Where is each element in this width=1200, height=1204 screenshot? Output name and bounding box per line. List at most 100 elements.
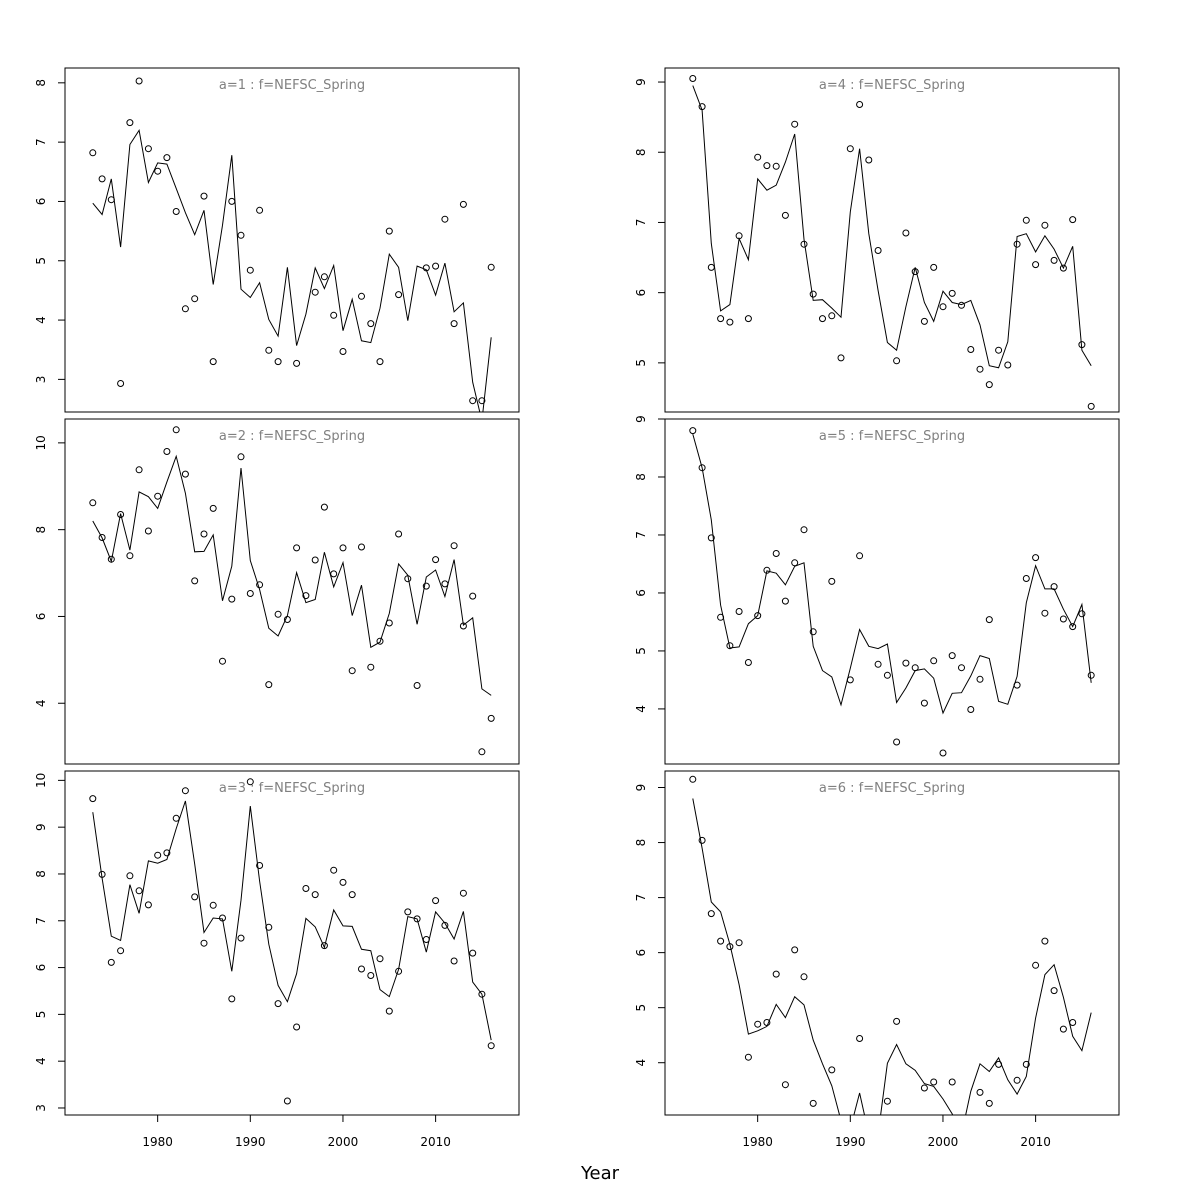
observed-point [450,542,458,550]
observed-point [330,311,338,319]
observed-point [246,778,254,786]
observed-point [478,990,486,998]
observed-point [698,103,706,111]
observed-point [763,566,771,574]
observed-point [117,511,125,518]
panel-6: 4 5 6 7 8 9 1980 1990 2000 2010 a=6 : f=NEFSC_Spri… [634,770,1120,1149]
observed-point [995,346,1003,354]
observed-point [1050,987,1058,995]
observed-point [985,1099,993,1107]
observed-point [911,664,919,672]
observed-point [330,570,338,578]
observed-point [1078,341,1086,349]
observed-point [320,273,328,281]
observed-point [874,247,882,254]
observed-point [689,75,697,82]
observed-point [209,358,217,366]
observed-point [376,955,384,963]
x-tick-label: 2010 [1020,1135,1051,1149]
observed-point [274,610,282,618]
observed-point [246,266,254,274]
observed-point [893,357,901,365]
observed-point [163,448,171,455]
observed-point [395,530,403,538]
observed-point [698,464,706,472]
observed-point [781,211,789,219]
observed-point [219,657,226,665]
fitted-line [692,798,1092,1115]
observed-point [441,921,449,929]
observed-point [930,657,938,665]
observed-point [754,612,762,620]
observed-point [1087,402,1095,410]
observed-point [265,346,273,354]
y-tick-label: 7 [634,894,648,902]
observed-point [107,958,115,966]
y-tick-label: 3 [34,1104,48,1112]
observed-point [293,1023,301,1031]
observed-point [902,659,910,667]
observed-point [422,264,430,272]
observed-point [874,660,882,668]
observed-point [1069,1019,1077,1026]
x-tick-label: 1990 [235,1135,266,1149]
observed-point [893,1017,901,1025]
observed-point [828,312,836,320]
observed-point [404,908,412,916]
observed-point [181,305,189,313]
observed-point [781,1081,789,1089]
observed-point [358,965,365,973]
observed-point [726,318,734,326]
observed-point [487,1042,495,1050]
observed-point [283,1097,291,1105]
observed-point [126,872,134,880]
observed-point [967,346,975,353]
observed-point [837,354,845,362]
observed-point [800,526,808,534]
observed-point [459,622,467,630]
y-tick-label: 8 [34,526,48,534]
observed-point [172,426,180,434]
observed-point [791,946,799,954]
observed-point [772,162,780,170]
observed-point [772,550,780,557]
y-tick-label: 5 [634,1004,648,1012]
y-tick-label: 8 [634,473,648,481]
observed-point [1069,216,1077,224]
observed-point [302,592,310,600]
panel-title: a=1 : f=NEFSC_Spring [219,78,365,93]
observed-point [311,288,319,296]
observed-point [469,397,477,405]
observed-point [256,862,264,869]
observed-point [209,901,217,909]
observed-point [135,466,143,474]
observed-point [422,582,430,590]
y-tick-label: 4 [34,699,48,707]
x-tick-label: 1990 [835,1135,866,1149]
observed-point [339,348,347,355]
observed-point [154,492,162,500]
panel-plot-area [689,775,1092,1115]
y-tick-label: 9 [634,415,648,423]
observed-point [98,175,106,183]
observed-point [930,263,938,271]
observed-point [395,291,403,299]
observed-point [117,947,125,955]
observed-point [89,499,97,507]
observed-point [809,628,817,636]
observed-point [800,240,808,248]
y-tick-label: 4 [34,316,48,324]
observed-point [948,289,956,297]
observed-point [200,530,208,538]
y-tick-label: 6 [34,964,48,972]
observed-point [459,200,467,208]
panel-title: a=3 : f=NEFSC_Spring [219,781,365,796]
panel-frame [64,770,520,1116]
y-tick-label: 6 [634,949,648,957]
observed-point [358,292,365,300]
observed-point [89,149,97,157]
observed-point [135,887,143,895]
observed-point [274,358,282,366]
y-tick-label: 7 [634,219,648,227]
